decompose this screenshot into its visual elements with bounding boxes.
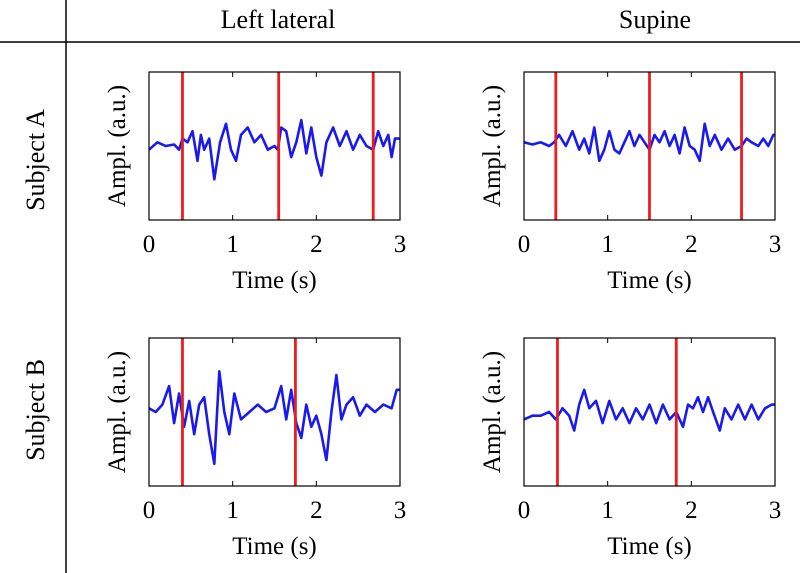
column-header-left-lateral: Left lateral <box>221 5 336 34</box>
signal-line <box>149 369 400 466</box>
chart-panel-2: 0 1 2 3 Time (s) Ampl. (a.u.) <box>479 71 782 294</box>
x-tick-label: 0 <box>143 497 156 524</box>
x-tick-label: 3 <box>394 231 407 258</box>
panels: 0 1 2 3 Time (s) Ampl. (a.u.) 0 1 2 3 Time (s) Ampl… <box>104 71 782 560</box>
y-axis-label: Ampl. (a.u.) <box>479 351 506 473</box>
x-tick-label: 2 <box>685 231 698 258</box>
plot-frame <box>148 337 401 487</box>
x-tick-label: 2 <box>310 231 323 258</box>
signal-line <box>149 118 400 181</box>
x-tick-label: 1 <box>226 497 239 524</box>
plot-frame <box>148 71 401 221</box>
column-header-supine: Supine <box>619 5 691 34</box>
chart-panel-3: 0 1 2 3 Time (s) Ampl. (a.u.) <box>104 337 407 560</box>
y-axis-label: Ampl. (a.u.) <box>479 85 506 207</box>
signal-line <box>524 388 775 432</box>
chart-panel-4: 0 1 2 3 Time (s) Ampl. (a.u.) <box>479 337 782 560</box>
x-tick-label: 2 <box>310 497 323 524</box>
x-tick-label: 0 <box>518 497 531 524</box>
y-axis-label: Ampl. (a.u.) <box>104 351 131 473</box>
x-axis-label: Time (s) <box>607 533 692 560</box>
x-axis-label: Time (s) <box>232 267 317 294</box>
x-tick-label: 3 <box>394 497 407 524</box>
x-tick-label: 1 <box>601 231 614 258</box>
x-tick-label: 2 <box>685 497 698 524</box>
x-tick-label: 3 <box>769 497 782 524</box>
chart-panel-1: 0 1 2 3 Time (s) Ampl. (a.u.) <box>104 71 407 294</box>
x-tick-label: 1 <box>601 497 614 524</box>
plot-frame <box>523 71 776 221</box>
row-header-subject-b: Subject B <box>21 359 50 461</box>
plot-frame <box>523 337 776 487</box>
signal-line <box>524 122 775 163</box>
x-tick-label: 3 <box>769 231 782 258</box>
row-header-subject-a: Subject A <box>21 109 50 211</box>
x-axis-label: Time (s) <box>232 533 317 560</box>
x-tick-label: 0 <box>143 231 156 258</box>
x-axis-label: Time (s) <box>607 267 692 294</box>
x-tick-label: 1 <box>226 231 239 258</box>
x-tick-label: 0 <box>518 231 531 258</box>
y-axis-label: Ampl. (a.u.) <box>104 85 131 207</box>
